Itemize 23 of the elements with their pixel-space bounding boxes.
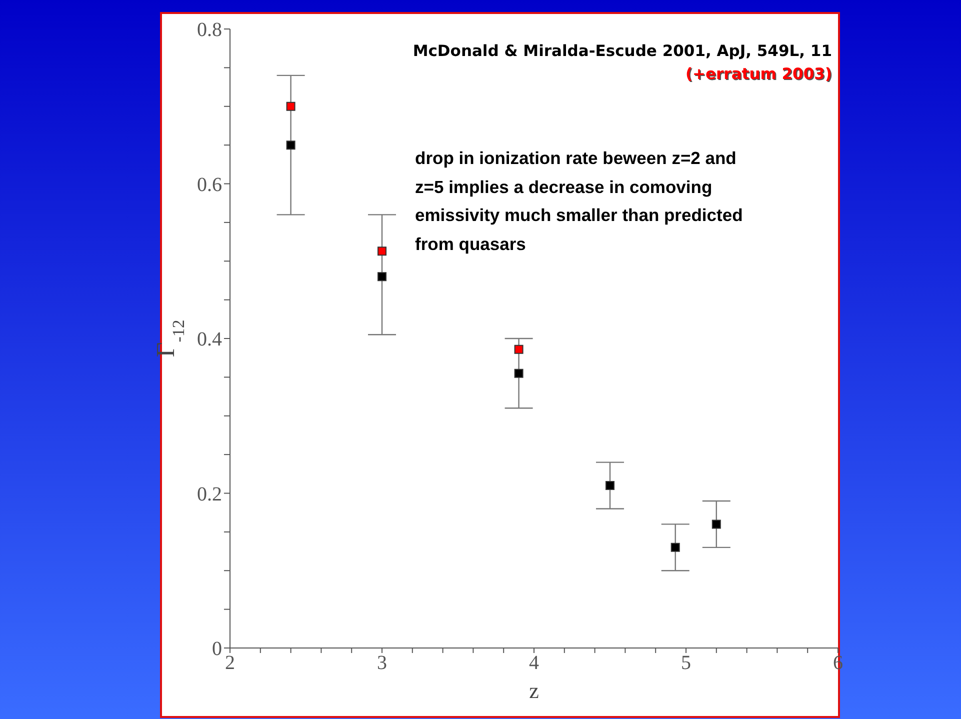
x-tick-label: 3 <box>377 652 387 674</box>
x-axis-title: z <box>529 678 540 703</box>
point <box>286 102 296 111</box>
x-tick-label: 4 <box>529 652 539 674</box>
y-tick-label: 0 <box>212 638 222 660</box>
x-tick-label: 5 <box>681 652 691 674</box>
point <box>670 542 680 552</box>
y-tick-label: 0.2 <box>197 483 222 506</box>
point <box>286 140 296 150</box>
point <box>514 344 524 354</box>
point <box>514 368 524 378</box>
point <box>378 246 386 256</box>
point <box>606 481 614 490</box>
y-tick-label: 0.6 <box>197 174 222 196</box>
y-tick-label: 0.4 <box>197 328 222 351</box>
y-tick-label: 0.8 <box>197 19 222 42</box>
point <box>712 520 721 529</box>
annotation: drop in ionization rate beween z=2 and z=5 implies a decrease in comoving emissivity much smaller than predicted from quasars <box>415 147 744 256</box>
annotation: (+erratum 2003) <box>684 64 832 85</box>
x-tick-label: 2 <box>225 652 235 674</box>
annotation: McDonald & Miralda-Escude 2001, ApJ, 549L, 11 <box>412 41 832 62</box>
x-tick-label: 6 <box>833 652 843 674</box>
point <box>378 272 386 282</box>
